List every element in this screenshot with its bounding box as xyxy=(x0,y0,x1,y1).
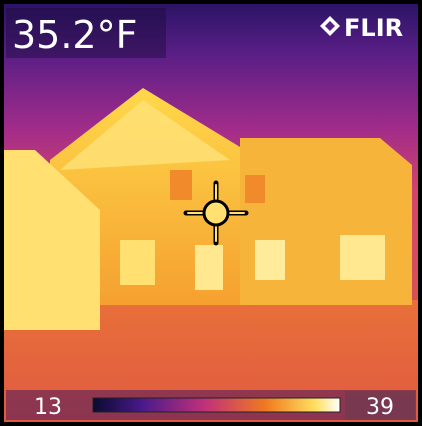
door xyxy=(195,245,223,290)
scale-min: 13 xyxy=(34,395,62,420)
window xyxy=(340,235,385,280)
scale-max: 39 xyxy=(366,395,394,420)
color-palette xyxy=(93,398,340,412)
thermal-screenshot: 35.2°F FLIR 13 39 xyxy=(0,0,422,426)
window xyxy=(245,175,265,203)
window xyxy=(120,240,155,285)
window xyxy=(255,240,285,280)
thermal-image: 35.2°F FLIR 13 39 xyxy=(0,0,422,426)
temperature-reading: 35.2°F xyxy=(12,13,137,57)
window xyxy=(170,170,192,200)
brand-name: FLIR xyxy=(344,14,403,42)
